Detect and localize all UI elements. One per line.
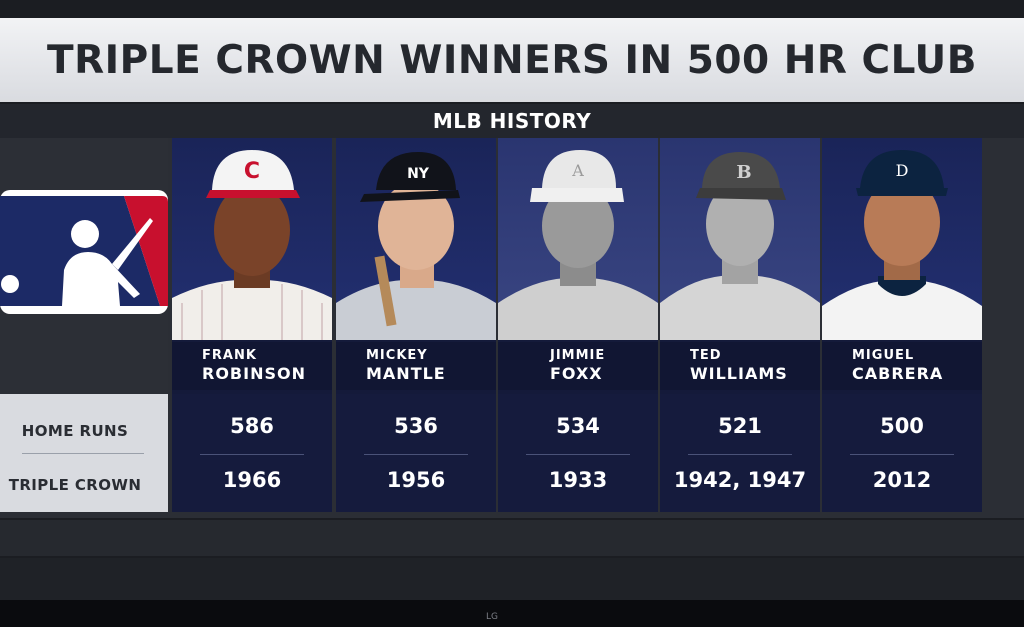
league-logo-panel — [0, 138, 168, 390]
stat-divider — [526, 454, 630, 455]
mlb-logo-icon — [0, 190, 168, 314]
home-runs-value: 521 — [718, 414, 762, 438]
player-portrait-icon: NY — [336, 152, 496, 340]
player-stats: 536 1956 — [336, 394, 496, 512]
player-first-name: TED — [690, 348, 722, 363]
broadcast-screen: TRIPLE CROWN WINNERS IN 500 HR CLUB MLB … — [0, 0, 1024, 600]
player-portrait-icon: B — [660, 152, 820, 340]
home-runs-value: 534 — [556, 414, 600, 438]
triple-crown-year: 1933 — [548, 468, 608, 492]
triple-crown-year: 1956 — [386, 468, 446, 492]
home-runs-label: HOME RUNS — [21, 422, 129, 440]
player-last-name: FOXX — [550, 364, 603, 383]
player-stats: 521 1942, 1947 — [660, 394, 820, 512]
player-name-box: FRANK ROBINSON — [172, 342, 332, 390]
player-last-name: CABRERA — [852, 364, 944, 383]
player-first-name: JIMMIE — [550, 348, 606, 363]
triple-crown-year: 1966 — [222, 468, 282, 492]
page-subtitle: MLB HISTORY — [432, 109, 592, 133]
player-portrait-icon: A — [498, 150, 658, 340]
player-grid: HOME RUNS TRIPLE CROWN C FRANK ROBINSON — [0, 138, 1024, 518]
stat-label-column: HOME RUNS TRIPLE CROWN — [0, 394, 168, 512]
home-runs-value: 586 — [230, 414, 274, 438]
player-last-name: ROBINSON — [202, 364, 306, 383]
player-card-robinson: C FRANK ROBINSON 586 1966 — [172, 138, 332, 512]
stat-divider — [200, 454, 304, 455]
title-bar: TRIPLE CROWN WINNERS IN 500 HR CLUB — [0, 18, 1024, 102]
player-card-foxx: A JIMMIE FOXX 534 1933 — [498, 138, 658, 512]
player-stats: 500 2012 — [822, 394, 982, 512]
lower-band-2 — [0, 558, 1024, 600]
svg-text:C: C — [244, 159, 260, 184]
stat-divider — [850, 454, 954, 455]
triple-crown-year: 2012 — [872, 468, 932, 492]
player-name-box: TED WILLIAMS — [660, 342, 820, 390]
player-card-williams: B TED WILLIAMS 521 1942, 1947 — [660, 138, 820, 512]
tv-brand-logo: LG — [486, 612, 498, 622]
player-photo: NY — [336, 138, 496, 340]
svg-text:D: D — [896, 161, 909, 180]
triple-crown-label: TRIPLE CROWN — [8, 476, 142, 494]
player-card-cabrera: D MIGUEL CABRERA 500 2012 — [822, 138, 982, 512]
player-first-name: MIGUEL — [852, 348, 915, 363]
player-stats: 586 1966 — [172, 394, 332, 512]
player-portrait-icon: D — [822, 150, 982, 340]
svg-text:A: A — [571, 161, 584, 180]
player-photo: D — [822, 138, 982, 340]
player-last-name: WILLIAMS — [690, 364, 788, 383]
player-photo: A — [498, 138, 658, 340]
player-name-box: JIMMIE FOXX — [498, 342, 658, 390]
svg-text:NY: NY — [407, 166, 430, 182]
player-name-box: MICKEY MANTLE — [336, 342, 496, 390]
stat-divider — [688, 454, 792, 455]
right-edge-strip — [988, 138, 1024, 512]
player-last-name: MANTLE — [366, 364, 446, 383]
page-title: TRIPLE CROWN WINNERS IN 500 HR CLUB — [47, 37, 977, 83]
subtitle-bar: MLB HISTORY — [0, 104, 1024, 138]
player-card-mantle: NY MICKEY MANTLE 536 1956 — [336, 138, 496, 512]
player-portrait-icon: C — [172, 150, 332, 340]
player-name-box: MIGUEL CABRERA — [822, 342, 982, 390]
label-divider — [22, 453, 144, 454]
svg-text:B: B — [736, 162, 751, 183]
triple-crown-year: 1942, 1947 — [673, 468, 807, 492]
tv-bezel — [0, 600, 1024, 627]
player-first-name: MICKEY — [366, 348, 428, 363]
lower-band — [0, 520, 1024, 556]
home-runs-value: 536 — [394, 414, 438, 438]
home-runs-value: 500 — [880, 414, 924, 438]
player-first-name: FRANK — [202, 348, 257, 363]
player-photo: C — [172, 138, 332, 340]
player-stats: 534 1933 — [498, 394, 658, 512]
player-photo: B — [660, 138, 820, 340]
stat-divider — [364, 454, 468, 455]
